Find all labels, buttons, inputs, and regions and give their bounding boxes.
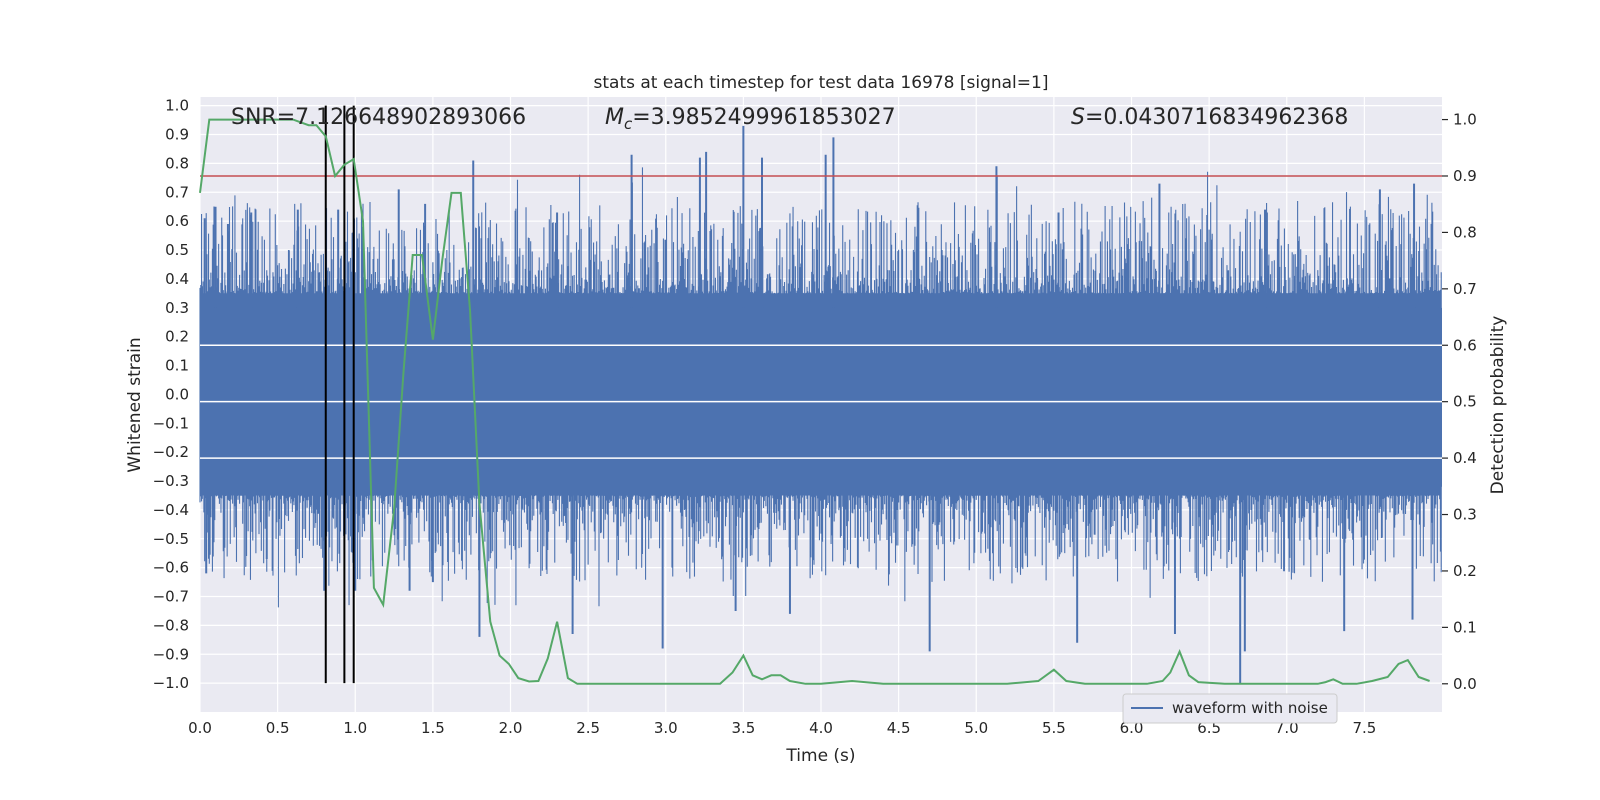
right-tick-label: 1.0 — [1453, 111, 1477, 129]
y-tick-label: 0.2 — [165, 328, 189, 346]
x-tick-label: 4.0 — [809, 719, 833, 737]
y-tick-label: −0.3 — [153, 472, 189, 490]
detection-probability-line — [199, 118, 1430, 685]
y-tick-label: 0.7 — [165, 183, 189, 201]
legend-label: waveform with noise — [1172, 699, 1328, 717]
right-tick-label: 0.8 — [1453, 223, 1477, 241]
right-tick-label: 0.9 — [1453, 167, 1477, 185]
x-axis-label: Time (s) — [785, 746, 855, 766]
y-tick-label: 0.3 — [165, 299, 189, 317]
y-axis-ticks: 1.0 0.9 0.8 0.7 0.6 0.5 0.4 0.3 0.2 0.1 0.0 −0.1 −0.… — [153, 97, 189, 692]
y-tick-label: −0.2 — [153, 443, 189, 461]
y-tick-label: 0.8 — [165, 154, 189, 172]
x-tick-label: 0.5 — [266, 719, 290, 737]
y-tick-label: 0.0 — [165, 385, 189, 403]
waveform-core — [200, 307, 1442, 487]
s-symbol: S — [1071, 105, 1085, 130]
s-annotation: S=0.0430716834962368 — [1071, 105, 1348, 130]
x-tick-label: 3.5 — [731, 719, 755, 737]
right-tick-label: 0.5 — [1453, 393, 1477, 411]
x-tick-label: 0.0 — [188, 719, 212, 737]
y-tick-label: −1.0 — [153, 674, 189, 692]
x-tick-label: 3.0 — [654, 719, 678, 737]
y-tick-label: 0.9 — [165, 126, 189, 144]
y-tick-label: −0.1 — [153, 414, 189, 432]
y-tick-label: −0.6 — [153, 559, 189, 577]
merger-markers — [324, 105, 355, 684]
y-tick-label: 0.5 — [165, 241, 189, 259]
legend: waveform with noise — [1122, 693, 1338, 724]
chirp-mass-subscript: c — [624, 115, 633, 133]
chart-title: stats at each timestep for test data 169… — [594, 73, 1049, 93]
y-tick-label: 0.4 — [165, 270, 189, 288]
y-tick-label: 0.6 — [165, 212, 189, 230]
right-tick-label: 0.4 — [1453, 449, 1477, 467]
y-tick-label: −0.7 — [153, 588, 189, 606]
snr-annotation: SNR=7.126648902893066 — [231, 105, 526, 130]
chirp-mass-annotation: Mc=3.9852499961853027 — [605, 105, 896, 133]
right-y-axis-label: Detection probability — [1488, 316, 1508, 495]
right-tick-label: 0.3 — [1453, 506, 1477, 524]
chirp-mass-symbol: M — [605, 105, 624, 130]
y-tick-label: −0.9 — [153, 645, 189, 663]
right-tick-label: 0.2 — [1453, 562, 1477, 580]
x-tick-label: 7.5 — [1352, 719, 1376, 737]
x-tick-label: 4.5 — [887, 719, 911, 737]
right-tick-label: 0.1 — [1453, 618, 1477, 636]
right-tick-label: 0.7 — [1453, 280, 1477, 298]
s-value: =0.0430716834962368 — [1085, 105, 1348, 130]
x-axis-ticks: 0.0 0.5 1.0 1.5 2.0 2.5 3.0 3.5 4.0 4.5 5.0 5.5 6.0 6… — [188, 719, 1376, 737]
right-tick-label: 0.0 — [1453, 675, 1477, 693]
x-tick-label: 5.5 — [1042, 719, 1066, 737]
y-tick-label: 1.0 — [165, 97, 189, 115]
chirp-mass-value: =3.9852499961853027 — [632, 105, 895, 130]
y-tick-label: 0.1 — [165, 357, 189, 375]
x-tick-label: 5.0 — [964, 719, 988, 737]
legend-box — [1122, 693, 1338, 724]
x-tick-label: 1.0 — [343, 719, 367, 737]
x-tick-label: 2.5 — [576, 719, 600, 737]
y-tick-label: −0.4 — [153, 501, 189, 519]
y-tick-label: −0.5 — [153, 530, 189, 548]
x-tick-label: 1.5 — [421, 719, 445, 737]
right-axis-gridlines — [200, 344, 1442, 459]
right-y-axis-ticks: 1.0 0.9 0.8 0.7 0.6 0.5 0.4 0.3 0.2 0.1 0.0 — [1442, 111, 1477, 693]
right-tick-label: 0.6 — [1453, 336, 1477, 354]
y-tick-label: −0.8 — [153, 616, 189, 634]
x-tick-label: 2.0 — [499, 719, 523, 737]
y-axis-label: Whitened strain — [125, 337, 145, 472]
